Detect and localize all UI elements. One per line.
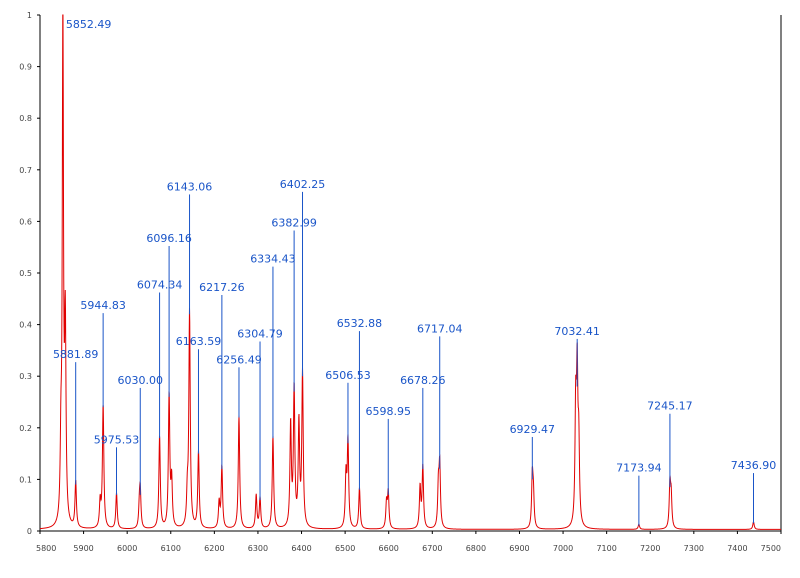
peak-label: 5881.89 [53,348,99,361]
peak-label: 5975.53 [94,433,140,446]
peak-label: 6256.49 [216,353,262,366]
x-tick-label: 6900 [509,544,529,553]
peak-label: 6532.88 [337,317,383,330]
x-tick-label: 7100 [596,544,616,553]
x-tick-label: 6500 [335,544,355,553]
x-tick-label: 7000 [553,544,573,553]
x-tick-label: 5900 [73,544,93,553]
spectrum-series [39,14,781,530]
y-tick-label: 0 [27,527,32,536]
peak-label: 6163.59 [176,335,222,348]
x-tick-label: 6700 [422,544,442,553]
peak-label: 6717.04 [417,322,463,335]
x-tick-label: 7400 [727,544,747,553]
x-tick-label: 6400 [291,544,311,553]
peak-label: 6030.00 [118,374,164,387]
x-tick-label: 6100 [161,544,181,553]
x-tick-label: 7500 [761,544,781,553]
peak-label: 6598.95 [365,405,411,418]
peak-label: 5944.83 [80,299,126,312]
peak-label: 6929.47 [510,423,556,436]
peak-label: 6217.26 [199,281,245,294]
y-tick-label: 0.8 [19,114,32,123]
x-tick-label: 7300 [684,544,704,553]
y-tick-label: 0.5 [19,269,32,278]
peak-label: 6143.06 [167,180,213,193]
peak-label: 5852.49 [66,18,112,31]
y-tick-label: 0.7 [19,166,32,175]
peak-label: 7245.17 [647,400,693,413]
y-tick-label: 0.1 [19,475,32,484]
peak-label: 6304.79 [237,328,283,341]
axes [37,14,782,534]
x-tick-label: 7200 [640,544,660,553]
y-tick-label: 0.4 [19,321,32,330]
peak-label: 6096.16 [146,232,192,245]
y-tick-label: 1 [27,11,32,20]
y-tick-label: 0.9 [19,63,32,72]
peak-label: 7436.90 [731,459,777,472]
x-tick-label: 6200 [204,544,224,553]
spectrum-line [39,14,781,530]
peak-annotations: 5852.49 5881.89 5944.83 5975.53 6030.00 6074.… [53,18,776,526]
y-tick-label: 0.2 [19,424,32,433]
x-tick-label: 5800 [36,544,56,553]
peak-label: 6506.53 [325,369,371,382]
x-tick-label: 6600 [379,544,399,553]
tick-labels: 0 0.1 0.2 0.3 0.4 0.5 0.6 0.7 0.8 0.9 1 5800 5900 600… [19,11,781,553]
y-tick-label: 0.6 [19,217,32,226]
y-tick-label: 0.3 [19,372,32,381]
peak-label: 7032.41 [554,325,600,338]
peak-label: 6074.34 [137,278,183,291]
peak-label: 6382.99 [271,217,317,230]
peak-label: 7173.94 [616,462,662,475]
peak-label: 6678.26 [400,374,446,387]
x-tick-label: 6800 [466,544,486,553]
peak-label: 6402.25 [280,178,326,191]
x-tick-label: 6000 [117,544,137,553]
peak-label: 6334.43 [250,253,296,266]
x-tick-label: 6300 [248,544,268,553]
